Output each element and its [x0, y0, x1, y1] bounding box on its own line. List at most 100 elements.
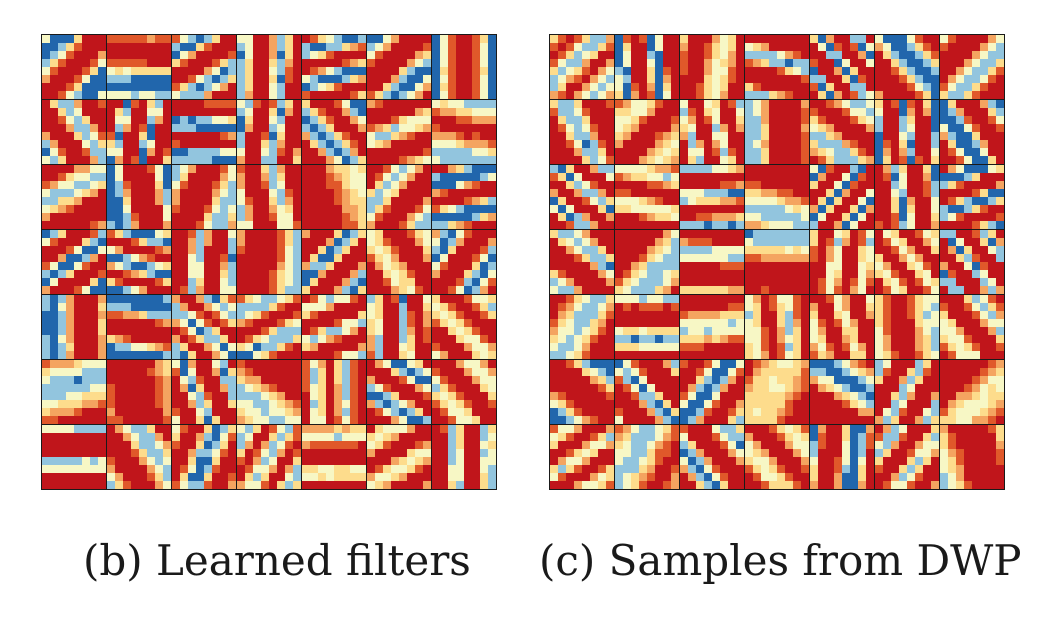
filter-tile [550, 295, 614, 359]
filter-tile [875, 165, 939, 229]
filter-tile [810, 425, 874, 489]
filter-tile [550, 100, 614, 164]
filter-tile [107, 35, 171, 99]
filter-tile [875, 360, 939, 424]
filter-tile [680, 360, 744, 424]
filter-tile [745, 295, 809, 359]
filter-tile [237, 230, 301, 294]
filter-tile [810, 295, 874, 359]
filter-tile [172, 295, 236, 359]
filter-tile [680, 230, 744, 294]
filter-tile [875, 425, 939, 489]
filter-tile [615, 230, 679, 294]
filter-tile [432, 360, 496, 424]
filter-tile [367, 100, 431, 164]
filter-tile [367, 230, 431, 294]
filter-tile [432, 165, 496, 229]
filter-tile [107, 230, 171, 294]
filter-tile [940, 165, 1004, 229]
filter-tile [745, 230, 809, 294]
filter-tile [432, 425, 496, 489]
filter-tile [550, 165, 614, 229]
filter-tile [810, 360, 874, 424]
filter-tile [172, 100, 236, 164]
filter-tile [237, 360, 301, 424]
filter-tile [615, 165, 679, 229]
filter-tile [680, 425, 744, 489]
filter-tile [940, 35, 1004, 99]
filter-tile [237, 295, 301, 359]
filter-tile [367, 425, 431, 489]
filter-tile [680, 35, 744, 99]
filter-tile [940, 425, 1004, 489]
filter-tile [302, 360, 366, 424]
filter-grid [41, 34, 497, 490]
filter-tile [615, 100, 679, 164]
panel-caption: (c) Samples from DWP [539, 536, 1022, 585]
filter-tile [745, 35, 809, 99]
filter-tile [810, 230, 874, 294]
filter-tile [940, 360, 1004, 424]
filter-tile [302, 295, 366, 359]
filter-tile [432, 100, 496, 164]
filter-tile [367, 360, 431, 424]
filter-tile [107, 165, 171, 229]
filter-grid [549, 34, 1005, 490]
panel-caption: (b) Learned filters [83, 536, 471, 585]
filter-tile [615, 295, 679, 359]
filter-tile [42, 360, 106, 424]
filter-tile [810, 100, 874, 164]
filter-tile [940, 295, 1004, 359]
filter-tile [172, 425, 236, 489]
filter-tile [367, 295, 431, 359]
filter-tile [875, 295, 939, 359]
filter-tile [42, 35, 106, 99]
filter-tile [432, 230, 496, 294]
filter-tile [172, 35, 236, 99]
filter-tile [107, 425, 171, 489]
filter-tile [940, 230, 1004, 294]
filter-tile [875, 35, 939, 99]
filter-tile [172, 230, 236, 294]
filter-tile [940, 100, 1004, 164]
filter-tile [432, 35, 496, 99]
filter-tile [237, 425, 301, 489]
filter-tile [42, 230, 106, 294]
filter-tile [745, 425, 809, 489]
filter-tile [615, 35, 679, 99]
filter-tile [302, 230, 366, 294]
filter-tile [875, 100, 939, 164]
filter-tile [107, 295, 171, 359]
filter-tile [302, 165, 366, 229]
filter-tile [107, 100, 171, 164]
filter-tile [302, 425, 366, 489]
filter-tile [810, 165, 874, 229]
filter-tile [680, 165, 744, 229]
filter-tile [107, 360, 171, 424]
filter-tile [550, 425, 614, 489]
filter-tile [432, 295, 496, 359]
filter-tile [172, 165, 236, 229]
filter-tile [42, 425, 106, 489]
filter-tile [237, 165, 301, 229]
filter-tile [680, 295, 744, 359]
filter-tile [237, 100, 301, 164]
filter-tile [172, 360, 236, 424]
filter-tile [302, 100, 366, 164]
filter-tile [810, 35, 874, 99]
filter-tile [745, 100, 809, 164]
filter-tile [302, 35, 366, 99]
filter-tile [367, 35, 431, 99]
filter-tile [615, 360, 679, 424]
filter-tile [237, 35, 301, 99]
filter-tile [615, 425, 679, 489]
filter-tile [875, 230, 939, 294]
filter-tile [550, 35, 614, 99]
filter-tile [745, 165, 809, 229]
filter-tile [550, 230, 614, 294]
filter-tile [42, 165, 106, 229]
filter-tile [550, 360, 614, 424]
filter-tile [42, 295, 106, 359]
filter-tile [745, 360, 809, 424]
filter-tile [680, 100, 744, 164]
